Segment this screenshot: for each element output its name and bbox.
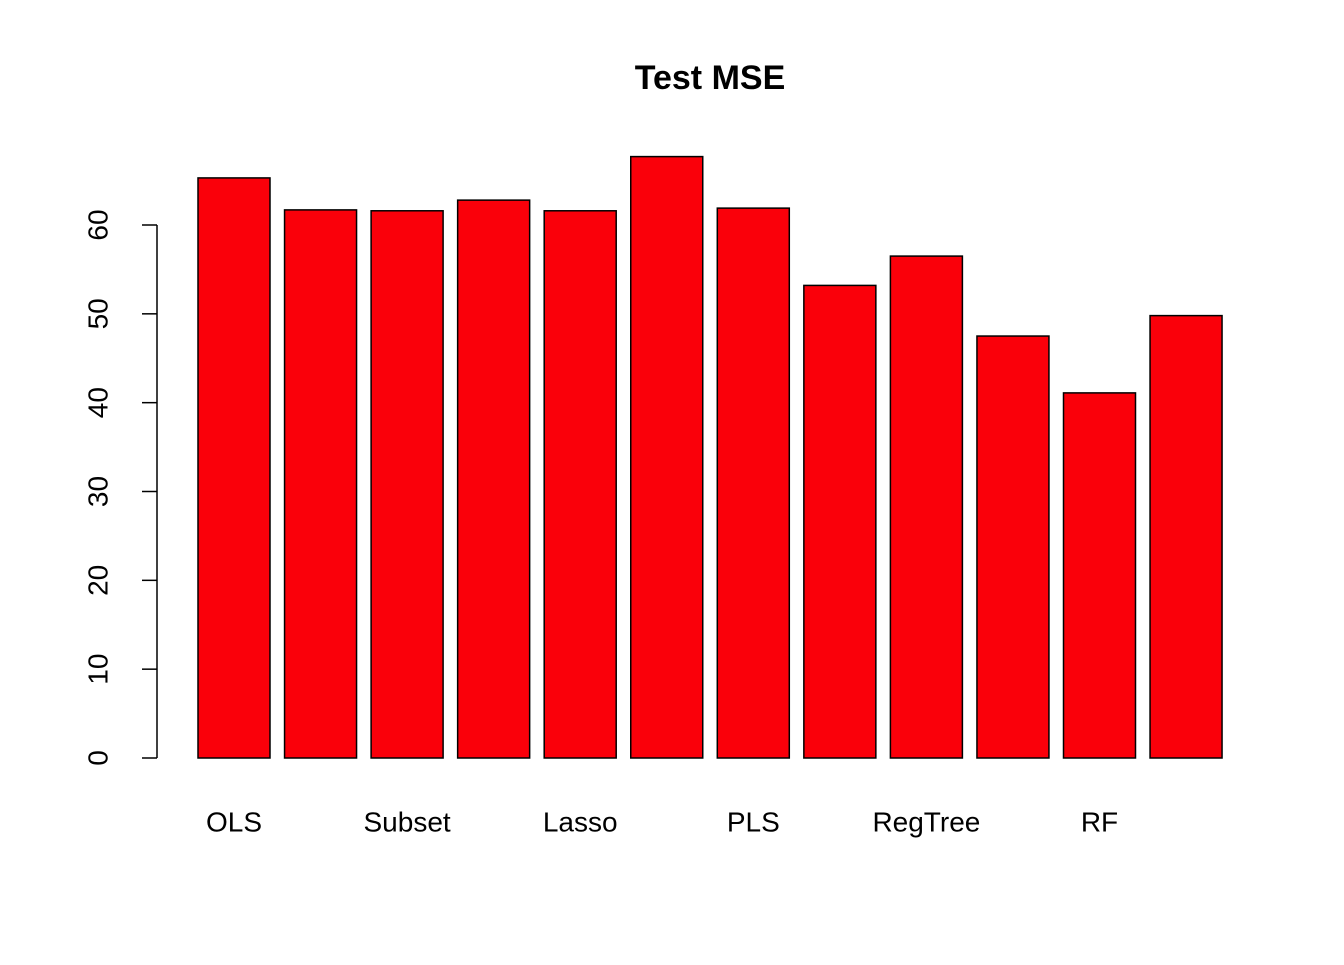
x-tick-label: PLS <box>727 806 780 837</box>
bar <box>976 335 1050 759</box>
bar <box>716 207 791 759</box>
y-tick-label: 50 <box>82 298 113 329</box>
x-tick-label: RF <box>1081 806 1118 837</box>
y-tick-label: 20 <box>82 565 113 596</box>
chart-title: Test MSE <box>635 59 786 97</box>
y-tick-label: 60 <box>82 209 113 240</box>
y-tick-label: 0 <box>82 750 113 766</box>
bar <box>889 255 964 759</box>
bar <box>543 210 617 759</box>
y-tick-label: 40 <box>82 387 113 418</box>
bar <box>803 284 877 759</box>
x-tick-label: Subset <box>364 806 451 837</box>
x-tick-label: OLS <box>206 806 262 837</box>
bar <box>370 210 444 759</box>
x-tick-label: Lasso <box>543 806 618 837</box>
bar <box>1062 392 1137 759</box>
y-tick-label: 30 <box>82 476 113 507</box>
bar <box>197 177 271 759</box>
bar <box>1149 314 1223 759</box>
bar <box>630 155 704 759</box>
x-tick-label: RegTree <box>872 806 980 837</box>
bar <box>283 209 358 759</box>
bar <box>456 199 531 759</box>
y-tick-label: 10 <box>82 654 113 685</box>
